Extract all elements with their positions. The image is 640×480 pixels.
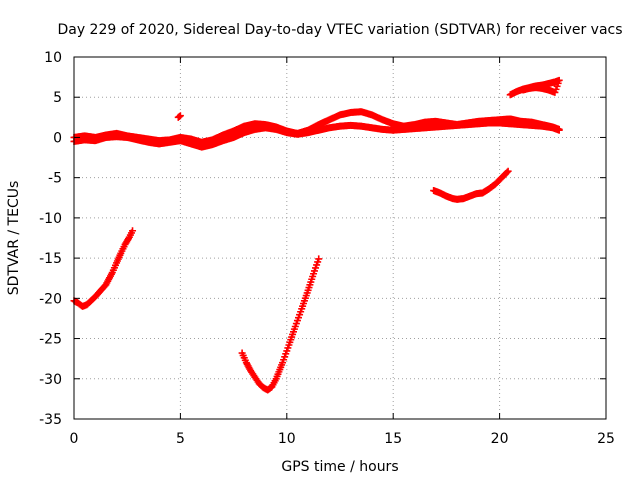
x-tick-label: 20 (491, 431, 509, 447)
y-tick-label: -30 (39, 372, 62, 388)
y-tick-label: 0 (53, 130, 62, 146)
data-point (503, 168, 511, 176)
data-point (315, 255, 323, 263)
data-point (504, 167, 512, 175)
x-tick-label: 5 (176, 431, 185, 447)
x-tick-label: 0 (70, 431, 79, 447)
data-points (70, 76, 563, 394)
y-tick-label: -5 (48, 171, 62, 187)
y-tick-label: -20 (39, 291, 62, 307)
y-tick-label: -25 (39, 332, 62, 348)
y-tick-label: 10 (44, 50, 62, 66)
x-tick-label: 25 (597, 431, 615, 447)
y-tick-label: -35 (39, 412, 62, 428)
data-point (176, 112, 184, 120)
y-tick-label: -10 (39, 211, 62, 227)
plot-frame (73, 56, 607, 420)
y-axis-label: SDTVAR / TECUs (6, 181, 22, 296)
x-tick-label: 10 (278, 431, 296, 447)
data-point (129, 227, 137, 235)
data-point (519, 86, 527, 94)
data-point (555, 126, 563, 134)
x-axis-label: GPS time / hours (281, 459, 398, 475)
data-point (124, 235, 132, 243)
y-tick-label: 5 (53, 90, 62, 106)
y-tick-label: -15 (39, 251, 62, 267)
chart-title: Day 229 of 2020, Sidereal Day-to-day VTE… (57, 22, 622, 38)
data-point (175, 113, 183, 121)
axes: 0 5 10 15 20 25 10 5 0 -5 -10 -15 -20 -25 -30 -35 (39, 50, 615, 447)
x-tick-label: 15 (384, 431, 402, 447)
grid-lines (74, 57, 606, 419)
